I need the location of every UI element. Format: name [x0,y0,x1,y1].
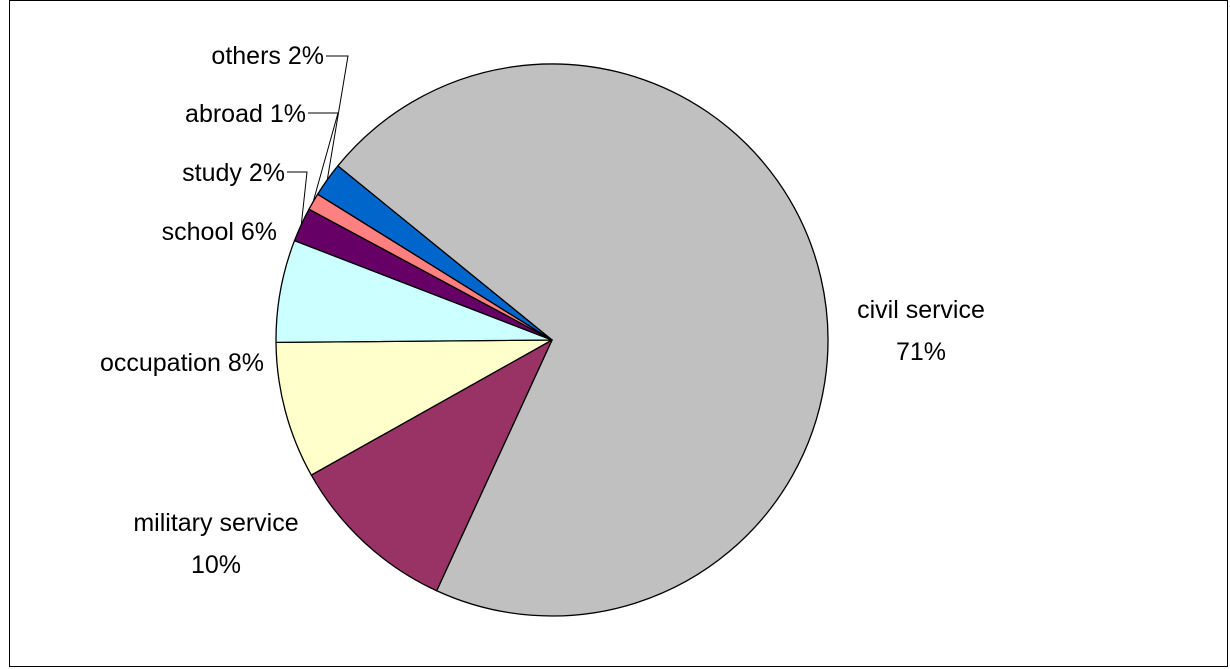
label-study: study 2% [182,159,285,187]
label-occupation: occupation 8% [100,349,264,377]
label-abroad: abroad 1% [185,100,306,128]
leader-study [287,171,308,225]
label-civil-service: civil service [857,296,985,324]
pie-slice-military-service [310,339,553,592]
pie-slice-civil-service [337,63,829,617]
leader-others [326,55,349,180]
value-military-service: 10% [191,551,241,579]
value-civil-service: 71% [896,338,946,366]
slices-layer [275,63,829,617]
label-others: others 2% [211,42,324,70]
leaders-layer [287,55,349,225]
pie-slice-occupation [275,339,553,476]
pie-slice-others [317,165,553,341]
label-military-service: military service [133,509,298,537]
label-school: school 6% [162,218,277,246]
